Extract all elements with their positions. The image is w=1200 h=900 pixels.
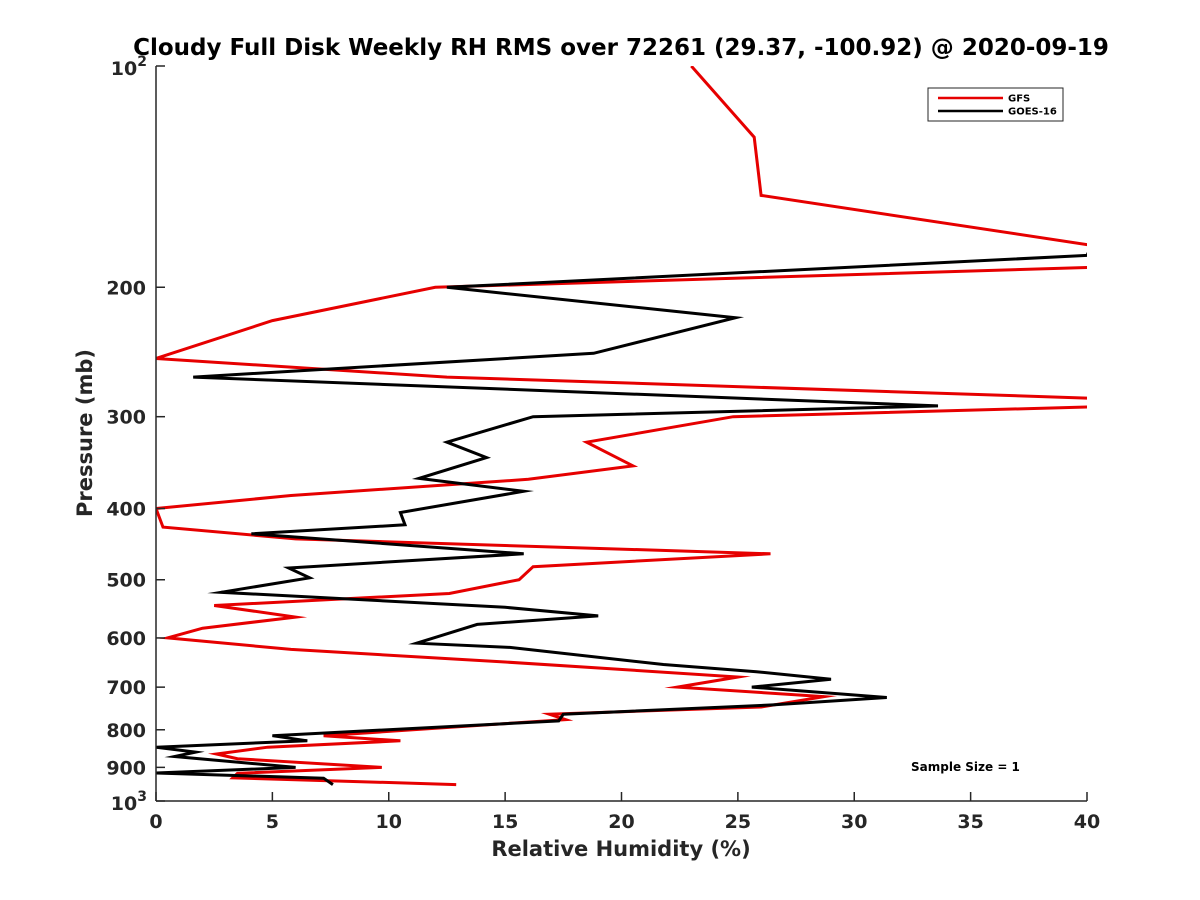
x-tick-label: 40 [1074,811,1100,833]
x-tick-label: 30 [841,811,867,833]
x-tick-label: 5 [266,811,279,833]
x-tick-label: 20 [608,811,634,833]
y-tick-label: 102 [111,54,147,80]
series-line-gfs [156,66,1087,787]
legend-label-goes16: GOES-16 [1008,107,1057,118]
chart-title: Cloudy Full Disk Weekly RH RMS over 7226… [133,35,1109,61]
y-axis-ticks: 102 200 300 400 500 600 700 800 900 103 [106,54,165,815]
y-tick-label: 800 [106,720,146,742]
x-tick-label: 0 [149,811,162,833]
x-tick-label: 15 [492,811,518,833]
series-layer [156,66,1087,787]
plot-area [156,66,1087,801]
series-line-goes16 [156,66,1087,786]
y-tick-label: 500 [106,570,146,592]
y-axis-label: Pressure (mb) [73,349,97,517]
y-tick-label: 700 [106,677,146,699]
legend: GFS GOES-16 [927,87,1064,122]
sample-size-annotation: Sample Size = 1 [911,760,1020,774]
legend-label-gfs: GFS [1008,94,1030,105]
x-tick-label: 35 [957,811,983,833]
x-axis-ticks: 0 5 10 15 20 25 30 35 40 [149,792,1100,833]
legend-box [927,87,1064,122]
y-tick-label: 900 [106,757,146,779]
x-tick-label: 25 [725,811,751,833]
y-tick-label: 400 [106,499,146,521]
y-tick-label: 600 [106,628,146,650]
y-tick-label: 300 [106,407,146,429]
y-tick-label: 103 [111,789,147,815]
y-tick-label: 200 [106,277,146,299]
x-axis-label: Relative Humidity (%) [491,837,750,861]
x-tick-label: 10 [376,811,402,833]
